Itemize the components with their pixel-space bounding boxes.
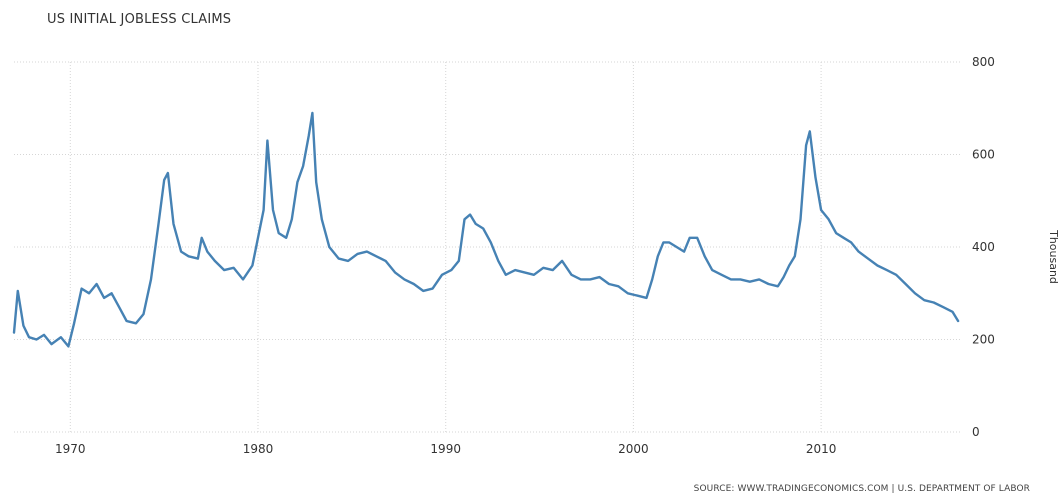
x-tick-label: 2000 [618,442,649,456]
chart-title: US INITIAL JOBLESS CLAIMS [47,12,232,27]
x-tick-label: 1970 [55,442,86,456]
x-tick-label: 2010 [806,442,837,456]
x-tick-label: 1990 [430,442,461,456]
y-tick-label: 200 [972,333,995,347]
source-note: SOURCE: WWW.TRADINGECONOMICS.COM | U.S. … [693,484,1030,494]
series-line [12,111,960,348]
y-tick-label: 800 [972,55,995,69]
series-layer [12,111,960,348]
y-axis-tick-labels: 0 200 400 600 800 [972,55,995,439]
y-tick-label: 600 [972,148,995,162]
x-tick-label: 1980 [243,442,274,456]
y-axis-label: Thousand [1047,229,1060,284]
x-axis-tick-labels: 1970 1980 1990 2000 2010 [55,442,836,456]
y-tick-label: 0 [972,425,980,439]
y-tick-label: 400 [972,240,995,254]
